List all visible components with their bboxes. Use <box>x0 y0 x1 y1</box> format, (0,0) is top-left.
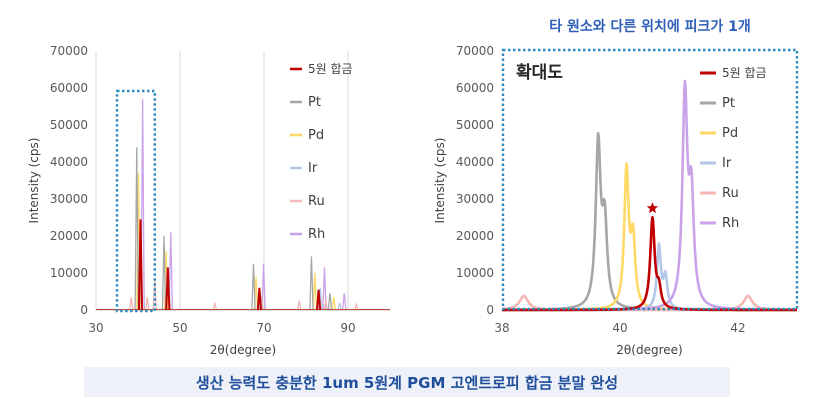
y-tick-label: 60000 <box>50 81 88 95</box>
x-tick-label: 70 <box>256 321 271 335</box>
zoom-region-box <box>115 89 156 313</box>
peak-mark <box>251 263 256 311</box>
series-line-5원 합금 <box>501 215 798 312</box>
legend-label: Rh <box>722 216 739 231</box>
legend-label: Ru <box>722 186 739 201</box>
peak-mark <box>144 296 150 311</box>
zoom-label: 확대도 <box>516 63 563 83</box>
y-tick-label: 50000 <box>50 118 88 132</box>
y-tick-label: 70000 <box>50 44 88 58</box>
x-axis-title: 2θ(degree) <box>210 343 276 357</box>
y-axis-title: Intensity (cps) <box>433 138 447 224</box>
y-tick-label: 0 <box>486 303 494 317</box>
legend-label: 5원 합금 <box>722 66 767 80</box>
peak-mark <box>161 235 167 311</box>
y-tick-label: 30000 <box>50 192 88 206</box>
y-tick-label: 60000 <box>456 81 494 95</box>
peak-mark <box>337 302 342 311</box>
y-tick-label: 70000 <box>456 44 494 58</box>
y-tick-label: 0 <box>80 303 88 317</box>
y-tick-label: 40000 <box>50 155 88 169</box>
caption-banner: 생산 능력도 충분한 1um 5원계 PGM 고엔트로피 합금 분말 완성 <box>84 367 730 397</box>
legend-label: Ir <box>308 161 318 176</box>
chart-2-axes: 0 10000 20000 30000 40000 50000 60000 70000 38 40… <box>433 44 797 357</box>
annotation-text: 타 원소와 다른 위치에 피크가 1개 <box>549 19 751 35</box>
legend-label: Pd <box>308 128 324 143</box>
peak-mark <box>322 267 327 311</box>
legend-label: Pt <box>722 96 735 111</box>
y-tick-label: 50000 <box>456 118 494 132</box>
legend-label: Ru <box>308 194 325 209</box>
peak-mark <box>129 296 134 311</box>
chart-1-legend: 5원 합금 Pt Pd Ir Ru Rh <box>290 62 353 242</box>
x-tick-label: 50 <box>172 321 187 335</box>
legend-label: Rh <box>308 227 325 242</box>
x-tick-label: 38 <box>494 321 509 335</box>
peak-mark <box>297 300 302 311</box>
y-tick-label: 10000 <box>50 266 88 280</box>
x-tick-label: 42 <box>730 321 745 335</box>
x-tick-label: 90 <box>340 321 355 335</box>
series-line-Pd <box>501 162 798 312</box>
chart-1-axes: 0 10000 20000 30000 40000 50000 60000 70000 30 50… <box>27 44 390 357</box>
star-marker <box>646 202 659 214</box>
peak-mark <box>168 232 174 311</box>
y-axis-title: Intensity (cps) <box>27 138 41 224</box>
peak-mark <box>331 296 336 311</box>
peak-mark <box>137 219 144 311</box>
peak-mark <box>309 256 314 311</box>
chart-1-series <box>96 99 390 311</box>
series-5원 합금 <box>96 219 390 311</box>
peak-mark <box>341 293 347 311</box>
y-tick-label: 20000 <box>456 229 494 243</box>
x-tick-label: 40 <box>612 321 627 335</box>
peak-mark <box>212 302 218 311</box>
peak-mark <box>327 293 333 311</box>
peak-mark <box>256 287 262 311</box>
legend-label: Pd <box>722 126 738 141</box>
y-tick-label: 40000 <box>456 155 494 169</box>
legend-label: 5원 합금 <box>308 62 353 76</box>
peak-mark <box>134 147 139 311</box>
x-axis-title: 2θ(degree) <box>616 343 682 357</box>
y-tick-label: 30000 <box>456 192 494 206</box>
y-tick-label: 10000 <box>456 266 494 280</box>
zoom-frame <box>501 48 799 311</box>
legend-label: Ir <box>722 156 732 171</box>
peak-mark <box>312 272 318 311</box>
peak-mark <box>261 263 266 311</box>
x-tick-label: 30 <box>88 321 103 335</box>
peak-mark <box>316 289 322 311</box>
chart-2-series <box>501 79 798 312</box>
peak-mark <box>323 300 328 311</box>
peak-mark <box>354 302 359 311</box>
chart-2-legend: 5원 합금 Pt Pd Ir Ru Rh <box>700 66 767 231</box>
y-tick-label: 20000 <box>50 229 88 243</box>
legend-label: Pt <box>308 95 321 110</box>
peak-mark <box>165 267 171 311</box>
